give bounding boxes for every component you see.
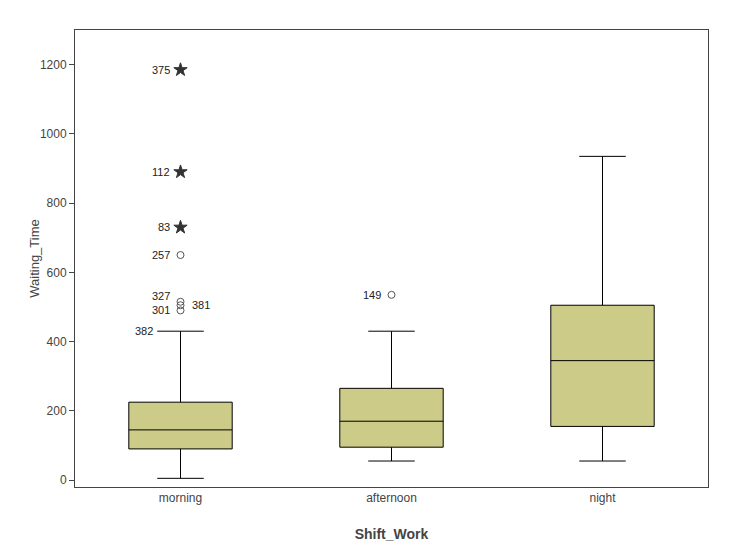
svg-text:1000: 1000 (40, 127, 67, 141)
svg-text:0: 0 (60, 473, 67, 487)
svg-text:257: 257 (152, 249, 170, 261)
svg-text:112: 112 (152, 166, 170, 178)
svg-text:83: 83 (158, 221, 170, 233)
svg-text:301: 301 (152, 304, 170, 316)
svg-text:200: 200 (47, 404, 67, 418)
svg-text:night: night (589, 491, 616, 505)
svg-text:375: 375 (152, 64, 170, 76)
svg-text:400: 400 (47, 335, 67, 349)
svg-text:600: 600 (47, 266, 67, 280)
svg-text:morning: morning (159, 491, 202, 505)
svg-text:149: 149 (363, 289, 381, 301)
svg-text:Waiting_Time: Waiting_Time (27, 219, 42, 298)
svg-text:327: 327 (152, 290, 170, 302)
svg-text:800: 800 (47, 196, 67, 210)
svg-text:afternoon: afternoon (366, 491, 417, 505)
svg-text:Shift_Work: Shift_Work (355, 526, 429, 542)
svg-text:1200: 1200 (40, 58, 67, 72)
svg-text:381: 381 (192, 299, 210, 311)
svg-text:382: 382 (135, 325, 153, 337)
